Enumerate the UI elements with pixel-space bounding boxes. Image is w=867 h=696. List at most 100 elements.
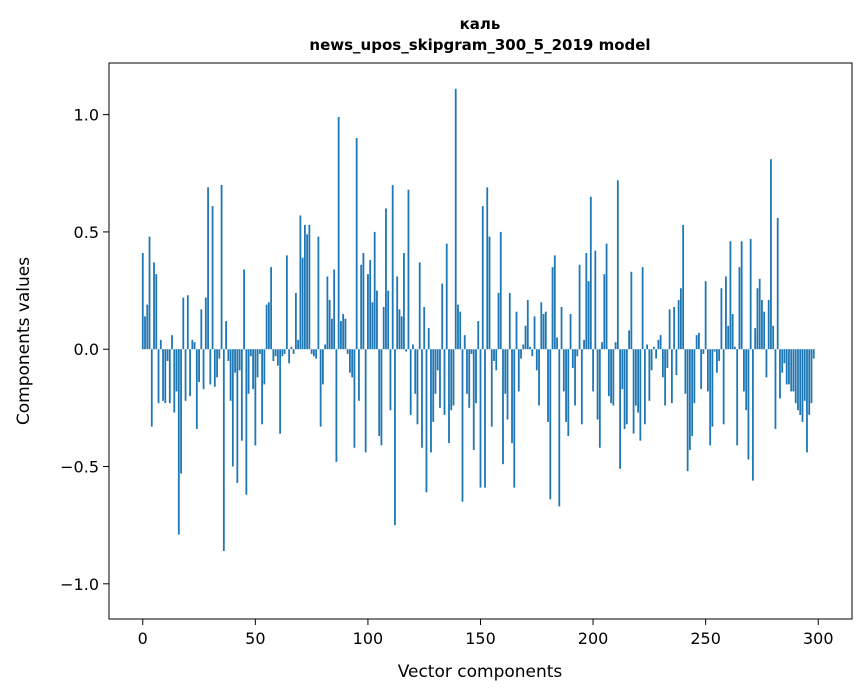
- bar-0: [141, 253, 144, 350]
- bar-298: [812, 349, 815, 359]
- y-tick-label: 0.0: [74, 340, 99, 359]
- bar-137: [450, 349, 453, 411]
- bar-145: [468, 349, 471, 408]
- bar-196: [583, 339, 585, 350]
- bar-132: [439, 349, 441, 408]
- bar-131: [436, 349, 439, 371]
- bar-247: [698, 332, 700, 350]
- y-tick-label: 0.5: [74, 223, 99, 242]
- y-axis-label: Components values: [14, 257, 34, 425]
- bar-175: [535, 349, 538, 371]
- bar-239: [679, 288, 682, 350]
- bar-101: [369, 260, 372, 350]
- chart-title: каль: [460, 15, 501, 33]
- bar-106: [380, 349, 383, 446]
- bar-29: [207, 187, 209, 350]
- x-tick-label: 100: [353, 629, 384, 648]
- bar-246: [695, 335, 698, 350]
- bar-11: [166, 349, 169, 361]
- bar-172: [529, 346, 531, 350]
- bar-198: [587, 281, 590, 350]
- bar-96: [358, 349, 360, 401]
- bar-46: [245, 349, 248, 495]
- bar-83: [328, 299, 331, 350]
- bar-104: [376, 290, 378, 350]
- bar-138: [452, 349, 455, 406]
- bar-59: [274, 349, 277, 357]
- bar-249: [702, 349, 705, 354]
- bar-205: [603, 274, 606, 350]
- bar-295: [806, 349, 808, 453]
- bar-217: [630, 271, 633, 350]
- bar-209: [612, 349, 615, 406]
- bar-225: [648, 349, 651, 401]
- bar-79: [319, 349, 322, 427]
- bar-289: [792, 349, 795, 392]
- bar-222: [641, 267, 644, 350]
- x-axis: 0 50 100 150 200 250 300: [138, 619, 834, 648]
- bar-257: [720, 288, 723, 350]
- bar-228: [655, 349, 658, 359]
- bar-156: [493, 349, 495, 361]
- bar-17: [180, 349, 182, 474]
- bar-74: [308, 224, 311, 350]
- bar-20: [186, 295, 189, 350]
- bar-19: [184, 349, 187, 401]
- bar-238: [677, 299, 680, 350]
- bar-159: [499, 231, 502, 350]
- bar-278: [767, 299, 770, 350]
- bar-185: [558, 349, 561, 507]
- bar-285: [783, 349, 786, 364]
- bar-170: [524, 325, 527, 350]
- bar-188: [565, 349, 567, 422]
- bar-1: [144, 316, 146, 350]
- bar-70: [299, 215, 302, 350]
- bar-286: [785, 349, 788, 385]
- bar-276: [763, 311, 766, 350]
- bar-115: [400, 316, 403, 350]
- bar-122: [416, 349, 419, 425]
- bar-39: [229, 349, 232, 401]
- bar-91: [346, 349, 349, 354]
- bar-258: [722, 349, 725, 425]
- bar-25: [198, 349, 200, 383]
- bar-120: [412, 344, 414, 350]
- bar-110: [389, 349, 392, 411]
- bar-221: [639, 349, 642, 441]
- bar-150: [479, 349, 482, 488]
- bar-147: [472, 349, 475, 451]
- bar-55: [265, 304, 268, 350]
- bar-288: [790, 349, 793, 392]
- bar-216: [628, 330, 630, 350]
- bar-72: [303, 224, 306, 350]
- bar-280: [772, 325, 775, 350]
- bar-13: [171, 335, 173, 350]
- bar-215: [625, 349, 628, 425]
- bar-157: [495, 349, 498, 371]
- bar-36: [222, 349, 225, 551]
- bar-99: [364, 349, 367, 453]
- bar-73: [306, 234, 309, 350]
- bar-294: [803, 349, 806, 401]
- bar-224: [646, 344, 649, 350]
- bar-265: [738, 267, 741, 350]
- bar-95: [355, 138, 358, 350]
- bar-2: [146, 304, 149, 350]
- bar-207: [607, 349, 610, 397]
- bar-69: [297, 339, 300, 350]
- bar-58: [272, 349, 275, 361]
- bar-135: [445, 243, 448, 350]
- bar-173: [531, 349, 534, 357]
- bar-60: [276, 349, 279, 366]
- y-tick-label: −0.5: [60, 458, 99, 477]
- bar-181: [549, 349, 552, 500]
- bar-139: [454, 88, 457, 350]
- bar-143: [463, 335, 466, 350]
- bar-229: [657, 339, 660, 350]
- bar-279: [770, 159, 772, 350]
- bar-103: [373, 231, 376, 350]
- bar-126: [425, 349, 428, 493]
- bar-166: [515, 311, 518, 350]
- bar-24: [195, 349, 198, 429]
